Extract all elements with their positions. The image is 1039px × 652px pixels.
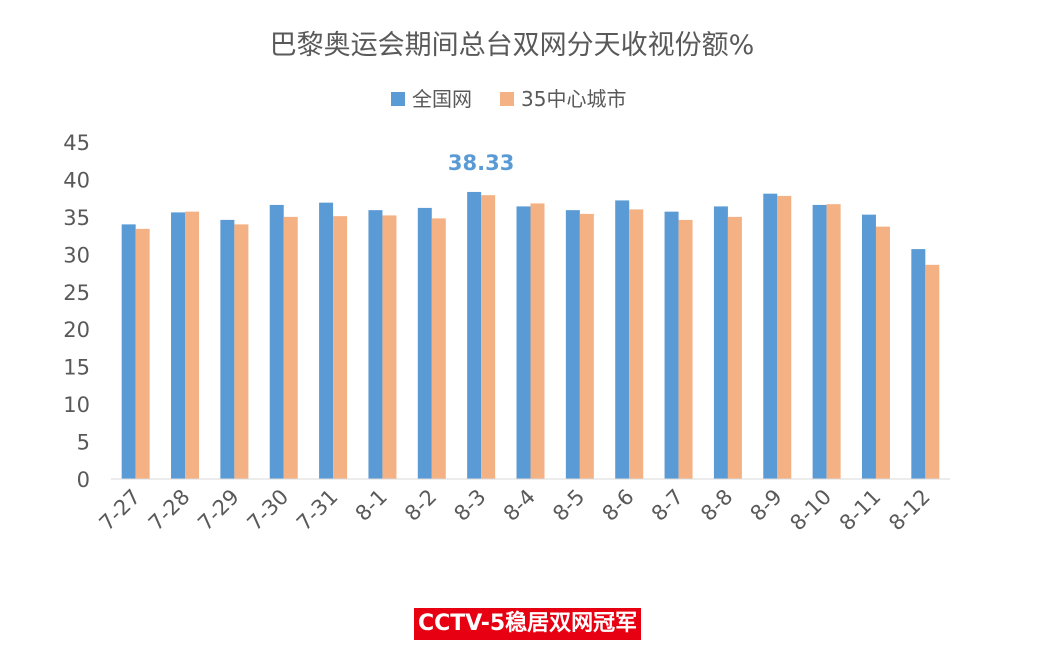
y-axis: 45 40 35 30 25 20 15 10 5 0: [63, 131, 90, 492]
bar-nationwide-7-30: [269, 204, 284, 479]
x-tick-label: 8-11: [835, 485, 886, 536]
bar-nationwide-8-11: [861, 214, 876, 480]
y-tick-label: 15: [63, 356, 90, 380]
bar-nationwide-8-7: [664, 211, 679, 479]
y-tick-label: 40: [63, 168, 90, 192]
bar-nationwide-7-29: [220, 219, 235, 479]
y-tick-label: 20: [63, 318, 90, 342]
bar-35-cities-8-6: [629, 209, 644, 479]
bar-35-cities-7-29: [234, 224, 249, 479]
bar-35-cities-8-4: [530, 203, 545, 480]
bar-nationwide-8-8: [713, 206, 728, 479]
bar-35-cities-7-30: [283, 216, 298, 479]
legend-label-nationwide: 全国网: [412, 87, 472, 111]
y-tick-label: 35: [63, 206, 90, 230]
x-tick-label: 8-9: [746, 485, 787, 526]
legend-swatch-nationwide: [391, 92, 405, 106]
bar-35-cities-8-2: [431, 218, 446, 480]
x-tick-label: 7-28: [144, 485, 195, 536]
bar-nationwide-7-31: [319, 202, 334, 479]
x-tick-label: 8-8: [696, 485, 737, 526]
legend-label-35-cities: 35中心城市: [521, 87, 626, 111]
bar-nationwide-8-3: [467, 191, 482, 480]
bar-35-cities-7-27: [135, 228, 150, 479]
x-tick-label: 7-27: [95, 485, 146, 536]
bar-35-cities-8-8: [727, 216, 742, 479]
bar-35-cities-8-10: [826, 204, 841, 479]
chart-title: 巴黎奥运会期间总台双网分天收视份额%: [270, 30, 755, 61]
bar-35-cities-8-1: [382, 215, 397, 479]
x-tick-label: 8-1: [351, 485, 392, 526]
y-tick-label: 0: [77, 468, 90, 492]
data-label-8-3: 38.33: [448, 151, 514, 175]
bar-nationwide-8-6: [615, 200, 630, 479]
x-tick-label: 7-29: [193, 485, 244, 536]
legend: 全国网 35中心城市: [391, 87, 626, 111]
x-tick-label: 7-30: [243, 485, 294, 536]
x-tick-label: 8-6: [598, 485, 639, 526]
bar-35-cities-8-9: [777, 195, 792, 480]
y-tick-label: 10: [63, 393, 90, 417]
bar-nationwide-7-27: [121, 224, 136, 479]
bar-nationwide-8-1: [368, 210, 383, 479]
y-tick-label: 30: [63, 243, 90, 267]
bar-35-cities-8-5: [579, 213, 594, 480]
bar-nationwide-7-28: [171, 212, 186, 479]
bar-nationwide-8-2: [417, 207, 432, 479]
bar-35-cities-8-7: [678, 219, 693, 479]
annotations: 38.33: [448, 151, 514, 175]
x-tick-label: 8-4: [499, 485, 540, 526]
bar-nationwide-8-4: [516, 206, 531, 479]
legend-swatch-35-cities: [500, 92, 514, 106]
caption-banner: CCTV-5稳居双网冠军: [414, 608, 642, 640]
bars: [121, 191, 940, 480]
bar-35-cities-7-28: [185, 211, 200, 479]
bar-35-cities-8-11: [875, 226, 890, 479]
x-tick-label: 7-31: [292, 485, 343, 536]
x-tick-label: 8-10: [785, 485, 836, 536]
bar-35-cities-7-31: [333, 216, 348, 479]
x-tick-label: 8-5: [548, 485, 589, 526]
x-tick-label: 8-12: [884, 485, 935, 536]
bar-35-cities-8-3: [481, 195, 496, 479]
bar-nationwide-8-12: [911, 249, 926, 479]
y-tick-label: 25: [63, 281, 90, 305]
x-tick-label: 8-2: [400, 485, 441, 526]
bar-nationwide-8-5: [565, 210, 580, 479]
x-tick-label: 8-7: [647, 485, 688, 526]
x-axis: 7-277-287-297-307-31 8-1 8-2 8-3 8-4 8-5 8-6 8-…: [95, 485, 935, 536]
y-tick-label: 45: [63, 131, 90, 155]
x-tick-label: 8-3: [449, 485, 490, 526]
bar-nationwide-8-9: [763, 193, 778, 479]
bar-nationwide-8-10: [812, 204, 827, 479]
bar-35-cities-8-12: [925, 264, 940, 479]
y-tick-label: 5: [77, 431, 90, 455]
